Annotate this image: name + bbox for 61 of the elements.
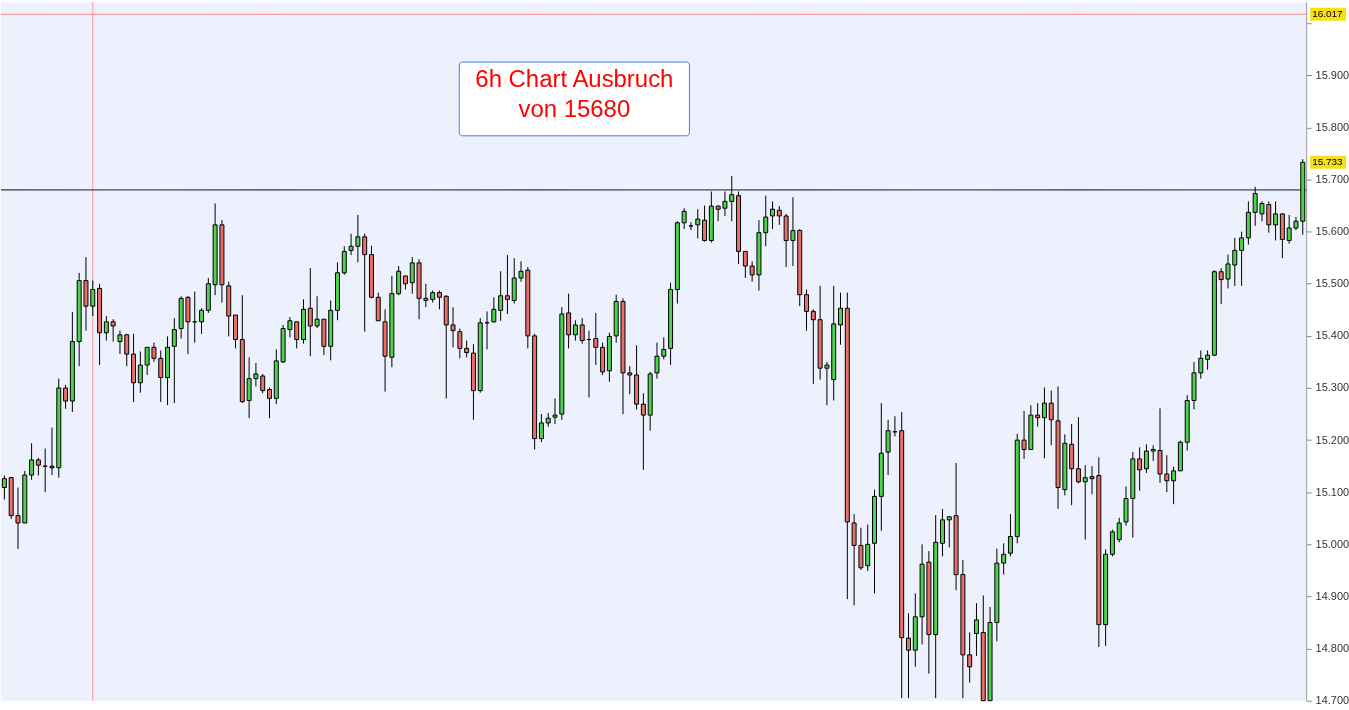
y-tick-label: 15.300 [1315,381,1349,394]
annotation: 6h Chart Ausbruch von 15680 [475,64,674,122]
candlestick [29,442,35,481]
candlestick [375,292,381,322]
candlestick [1041,386,1047,459]
candlestick [973,602,979,657]
candlestick [103,315,109,342]
candlestick [566,293,572,349]
y-tick-label: 15.400 [1315,329,1349,342]
candlestick [1109,529,1115,557]
candlestick [579,317,585,345]
candlestick [1137,446,1143,492]
candlestick [199,307,205,335]
y-tick-label: 14.700 [1315,694,1349,707]
candlestick [1143,443,1149,474]
candlestick [457,328,463,359]
candlestick [1075,416,1081,484]
y-tick-label: 14.800 [1315,642,1349,655]
candlestick [572,319,578,342]
candlestick [640,392,646,471]
candlestick [688,221,694,231]
y-tick-label: 15.000 [1315,537,1349,550]
candlestick [498,270,504,322]
candlestick [267,386,272,419]
y-tick-label: 15.800 [1315,120,1349,133]
candlestick [137,351,143,394]
candlestick [1,475,7,501]
candlestick [1035,402,1041,428]
candlestick [504,254,510,315]
candlestick [1239,231,1245,287]
candlestick [939,508,945,557]
candlestick [1048,390,1054,446]
candlestick [110,318,116,343]
candlestick [341,245,347,276]
y-tick-label: 15.200 [1315,433,1349,446]
candlestick [1171,466,1177,505]
y-tick-label: 15.700 [1315,173,1349,185]
candlestick [171,317,177,404]
y-tick-label: 14.900 [1315,589,1349,602]
candlestick [538,413,544,443]
candlestick [63,384,69,410]
candlestick [593,312,599,366]
candlestick [695,208,701,239]
candlestick [838,292,844,346]
y-tick-label: 15.600 [1315,225,1349,238]
candlestick [436,290,442,310]
candlestick [702,205,708,243]
ref-line-label: 16.017 [1312,8,1344,20]
candlestick [1007,513,1013,557]
candlestick [1273,200,1279,241]
candlestick [742,250,748,279]
y-tick-label: 15.100 [1315,485,1349,498]
candlestick [1205,349,1211,371]
y-tick-label: 15.900 [1315,68,1349,81]
text: 15.733 [1312,156,1344,168]
y-tick-label: 15.500 [1315,277,1349,290]
candlestick [906,612,911,699]
candlestick [681,207,687,230]
candlestick [770,200,776,230]
candlestick [804,288,810,332]
candlestick [491,296,497,324]
